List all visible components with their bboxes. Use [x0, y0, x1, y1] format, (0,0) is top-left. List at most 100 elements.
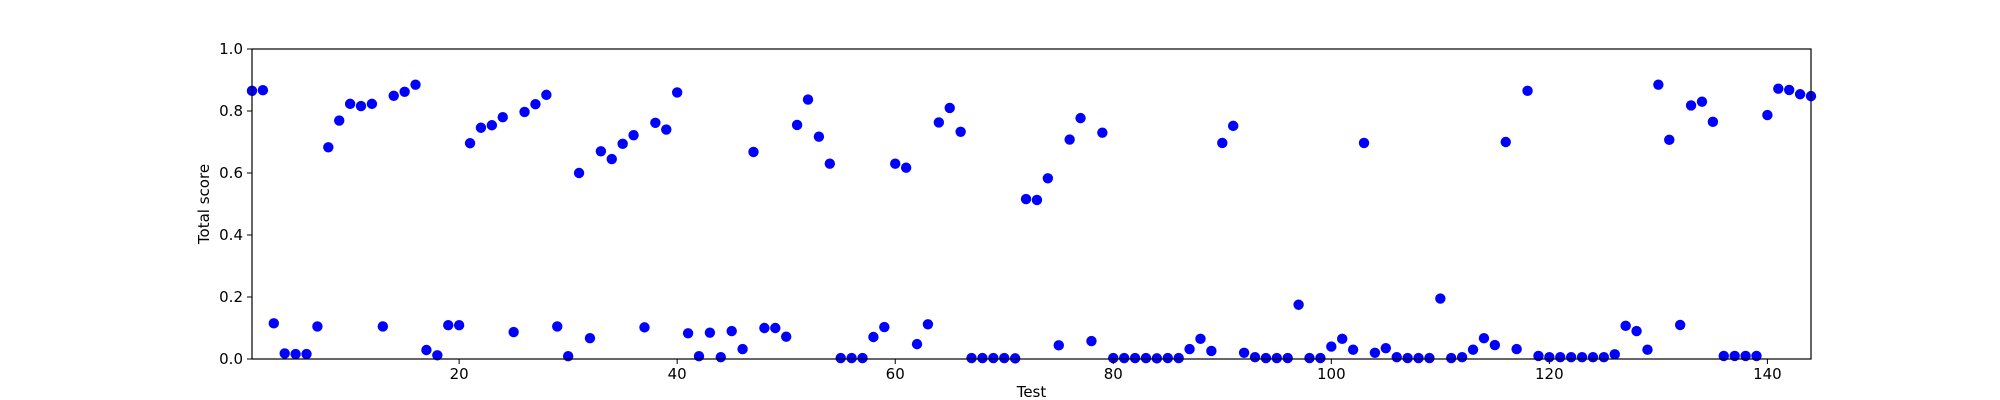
- data-point: [1086, 335, 1097, 347]
- data-point: [966, 352, 977, 364]
- data-point: [900, 162, 912, 173]
- data-point: [1424, 352, 1435, 364]
- data-point: [1369, 347, 1381, 358]
- data-point: [1544, 351, 1555, 363]
- data-point: [791, 119, 803, 131]
- data-point: [661, 124, 672, 135]
- data-point: [1456, 351, 1468, 363]
- data-point: [1009, 353, 1021, 364]
- data-point: [1489, 339, 1501, 351]
- data-point: [508, 326, 519, 338]
- data-point: [824, 158, 836, 169]
- data-point: [1206, 345, 1217, 357]
- data-point: [868, 331, 879, 343]
- data-point: [1108, 352, 1119, 364]
- data-point: [1140, 352, 1152, 364]
- data-point: [453, 320, 465, 331]
- x-axis-ticks: 20 40 60 80 100 120 140: [450, 359, 1782, 383]
- data-point: [1380, 342, 1392, 354]
- data-point: [1151, 353, 1163, 364]
- data-point: [388, 90, 399, 102]
- data-point: [857, 352, 868, 364]
- data-point: [1129, 352, 1141, 364]
- data-point: [595, 146, 607, 157]
- data-point: [1598, 351, 1610, 363]
- data-point: [1565, 351, 1577, 363]
- data-point: [301, 348, 312, 360]
- data-point: [552, 321, 563, 332]
- data-point: [1326, 341, 1337, 352]
- x-axis-label: Test: [1016, 383, 1047, 400]
- data-point: [715, 351, 726, 363]
- data-point: [410, 79, 421, 90]
- data-point: [1696, 96, 1708, 107]
- data-point: [421, 344, 432, 356]
- data-point: [1762, 109, 1773, 121]
- data-point: [1784, 84, 1795, 96]
- data-point: [1097, 127, 1108, 138]
- data-point: [323, 142, 334, 153]
- data-point: [1620, 320, 1631, 332]
- data-point: [377, 321, 389, 332]
- data-point: [344, 98, 356, 110]
- data-point: [1467, 344, 1479, 355]
- data-point: [1511, 343, 1522, 355]
- data-point: [366, 98, 378, 110]
- data-point: [1576, 351, 1588, 363]
- data-point: [846, 352, 857, 364]
- data-point: [1337, 333, 1348, 345]
- data-point: [1195, 333, 1206, 345]
- x-tick-label: 140: [1753, 365, 1782, 383]
- x-tick-label: 100: [1317, 365, 1346, 383]
- data-point: [770, 322, 781, 334]
- data-point: [835, 352, 846, 364]
- data-point: [475, 122, 487, 133]
- data-point: [279, 348, 290, 359]
- data-point: [334, 115, 345, 126]
- data-point: [922, 319, 934, 330]
- x-tick-label: 120: [1535, 365, 1564, 383]
- data-point: [737, 343, 748, 355]
- data-point: [1020, 193, 1032, 205]
- data-point: [530, 98, 541, 110]
- data-point: [1358, 137, 1370, 149]
- x-tick-label: 20: [450, 365, 469, 383]
- data-point: [1631, 325, 1642, 337]
- data-point: [1260, 352, 1272, 364]
- data-point: [1413, 352, 1424, 364]
- y-tick-label: 0.2: [219, 288, 243, 306]
- data-point: [1446, 352, 1457, 364]
- data-point: [1249, 351, 1261, 363]
- data-point: [1075, 112, 1086, 124]
- data-point: [955, 126, 966, 137]
- data-point: [584, 333, 596, 344]
- data-point: [988, 352, 999, 364]
- data-point: [1293, 299, 1304, 310]
- data-point: [1238, 347, 1250, 358]
- data-point: [290, 348, 301, 360]
- data-point: [813, 131, 825, 142]
- data-point: [682, 328, 694, 339]
- y-tick-label: 0.6: [219, 164, 243, 182]
- data-point: [879, 321, 890, 333]
- data-point: [693, 351, 705, 362]
- data-point: [639, 322, 650, 333]
- x-tick-label: 60: [886, 365, 905, 383]
- data-point: [1478, 333, 1490, 344]
- data-point: [890, 158, 901, 169]
- data-points: [246, 79, 1817, 364]
- data-point: [1555, 351, 1566, 363]
- data-point: [726, 325, 737, 337]
- data-point: [704, 327, 716, 338]
- data-point: [1609, 349, 1620, 360]
- data-point: [1304, 352, 1315, 364]
- data-point: [1653, 79, 1664, 90]
- data-point: [1587, 351, 1599, 363]
- data-point: [257, 85, 269, 96]
- data-point: [573, 167, 585, 179]
- data-point: [268, 318, 279, 329]
- data-point: [497, 112, 508, 123]
- data-point: [464, 138, 476, 149]
- x-tick-label: 80: [1104, 365, 1123, 383]
